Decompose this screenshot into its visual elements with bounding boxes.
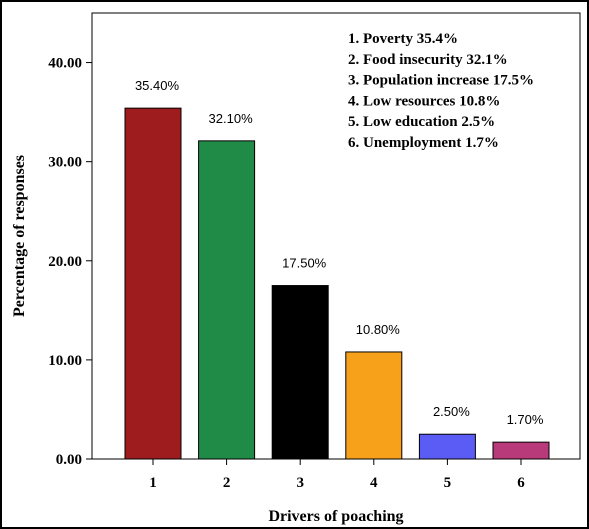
bar (345, 351, 403, 460)
y-tick-label: 20.00 (48, 254, 82, 270)
plot-area (91, 12, 581, 460)
data-labels: 35.40% 32.10% 17.50% 10.80% 2.50% 1.70% (135, 78, 544, 427)
legend-entry: 4. Low resources 10.8% (348, 93, 500, 109)
bar (271, 285, 329, 460)
x-tick-label: 3 (296, 475, 304, 491)
legend-entry: 3. Population increase 17.5% (348, 73, 534, 89)
y-tick-label: 10.00 (48, 353, 82, 369)
bar (124, 107, 182, 460)
x-axis-title: Drivers of poaching (268, 508, 403, 525)
y-axis: 0.00 10.00 20.00 30.00 40.00 (48, 56, 92, 468)
y-tick-label: 0.00 (56, 452, 82, 468)
x-tick-label: 5 (444, 475, 452, 491)
data-label: 17.50% (282, 256, 327, 271)
legend-entry: 1. Poverty 35.4% (348, 31, 458, 47)
data-label: 32.10% (209, 111, 254, 126)
legend: 1. Poverty 35.4% 2. Food insecurity 32.1%… (348, 31, 534, 151)
y-tick-label: 30.00 (48, 155, 82, 171)
legend-entry: 6. Unemployment 1.7% (348, 135, 499, 151)
y-tick-label: 40.00 (48, 56, 82, 72)
bar (198, 140, 256, 460)
x-tick-label: 6 (517, 475, 525, 491)
data-label: 10.80% (356, 322, 401, 337)
data-label: 2.50% (433, 404, 470, 419)
y-axis-title: Percentage of responses (11, 155, 28, 317)
legend-entry: 5. Low education 2.5% (348, 114, 495, 130)
x-tick-label: 2 (223, 475, 231, 491)
legend-entry: 2. Food insecurity 32.1% (348, 52, 508, 68)
bars (124, 107, 550, 460)
x-axis: 1 2 3 4 5 6 (149, 459, 525, 491)
data-label: 35.40% (135, 78, 180, 93)
x-tick-label: 1 (149, 475, 157, 491)
bar (418, 433, 476, 460)
data-label: 1.70% (507, 412, 544, 427)
bar (492, 441, 550, 460)
x-tick-label: 4 (370, 475, 378, 491)
